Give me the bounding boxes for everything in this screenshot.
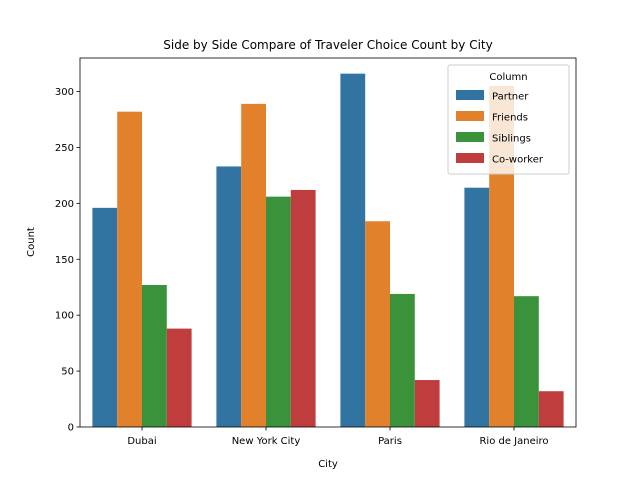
bar-co-worker-dubai [166, 328, 192, 427]
y-tick-label: 200 [55, 199, 74, 210]
x-axis: Dubai New York City Paris Rio de Janeiro [127, 427, 549, 447]
y-tick-label: 0 [68, 423, 74, 434]
legend: Column Partner Friends Siblings Co-worker [447, 64, 570, 175]
x-tick-label: Paris [378, 436, 402, 447]
bar-partner-paris [340, 73, 366, 428]
bar-siblings-paris [390, 293, 415, 427]
y-tick-label: 300 [55, 87, 74, 98]
legend-label: Partner [492, 92, 529, 103]
legend-label: Co-worker [492, 155, 544, 166]
bar-partner-new-york-city [216, 166, 242, 428]
legend-swatch [456, 132, 484, 142]
chart-title: Side by Side Compare of Traveler Choice … [163, 38, 492, 52]
bar-co-worker-new-york-city [290, 189, 316, 427]
y-tick-label: 250 [55, 143, 74, 154]
y-tick-label: 50 [61, 367, 74, 378]
y-tick-label: 150 [55, 255, 74, 266]
legend-swatch [456, 153, 484, 163]
legend-swatch [456, 90, 484, 100]
x-tick-label: Rio de Janeiro [479, 436, 548, 447]
bar-siblings-dubai [142, 284, 167, 427]
bar-friends-paris [365, 221, 390, 427]
legend-swatch [456, 111, 484, 121]
bar-partner-dubai [92, 207, 118, 427]
bars [92, 73, 564, 428]
bar-siblings-rio-de-janeiro [514, 296, 539, 427]
bar-co-worker-paris [414, 380, 440, 427]
bar-siblings-new-york-city [266, 196, 291, 427]
y-tick-label: 100 [55, 311, 74, 322]
x-tick-label: New York City [232, 436, 301, 447]
bar-friends-new-york-city [241, 103, 266, 427]
legend-title: Column [489, 72, 527, 83]
y-axis-label: Count [26, 227, 37, 257]
x-axis-label: City [318, 459, 338, 470]
legend-label: Friends [492, 113, 528, 124]
legend-label: Siblings [492, 134, 531, 145]
plot-frame [79, 57, 577, 428]
bar-friends-dubai [117, 111, 142, 427]
bar-partner-rio-de-janeiro [464, 187, 490, 427]
x-tick-label: Dubai [127, 436, 156, 447]
bar-co-worker-rio-de-janeiro [538, 391, 564, 427]
y-axis: 0 50 100 150 200 250 300 [55, 87, 80, 434]
